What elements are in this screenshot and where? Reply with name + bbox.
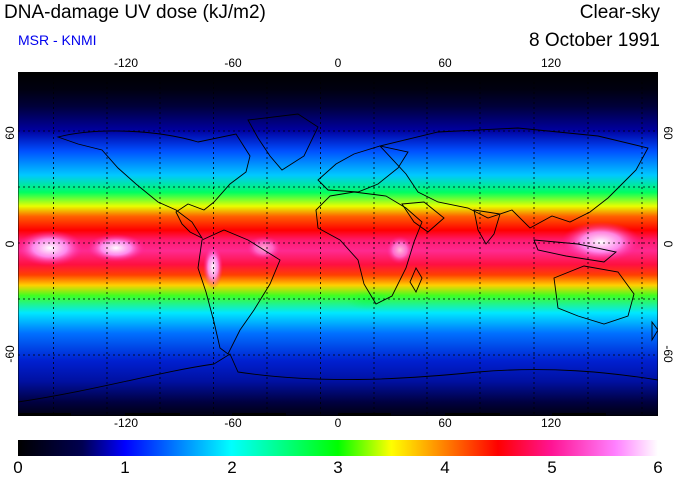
colorbar-gradient xyxy=(18,440,658,456)
top-lon-label: 120 xyxy=(540,56,562,70)
map-title: DNA-damage UV dose (kJ/m2) xyxy=(4,2,266,23)
coastline-indonesia xyxy=(533,239,618,263)
right-lat-label: -60 xyxy=(661,345,675,363)
coastline-africa xyxy=(315,191,423,305)
colorbar xyxy=(18,440,658,456)
hotspot-andes xyxy=(203,245,223,289)
colorbar-label: 1 xyxy=(120,458,130,477)
date-label: 8 October 1991 xyxy=(529,30,660,51)
graticule xyxy=(18,72,658,416)
right-lat-label: 60 xyxy=(661,126,675,140)
map-frame xyxy=(18,72,658,416)
southern-africa-shading xyxy=(346,290,390,310)
coastline-madagascar xyxy=(409,267,423,293)
bottom-lon-label: -60 xyxy=(224,416,242,430)
bottom-lon-label: 60 xyxy=(438,416,452,430)
colorbar-label: 4 xyxy=(440,458,450,477)
bottom-lon-label: -120 xyxy=(113,416,139,430)
credit-label: MSR - KNMI xyxy=(18,32,97,48)
top-lon-label: 60 xyxy=(438,56,452,70)
left-lat-label: 0 xyxy=(3,240,17,248)
coastlines xyxy=(18,113,658,403)
colorbar-label: 2 xyxy=(227,458,237,477)
hotspot-east-pacific xyxy=(18,230,84,266)
top-lon-label: -60 xyxy=(224,56,242,70)
coastline-south-america xyxy=(197,229,281,355)
coastline-antarctica xyxy=(18,353,658,403)
colorbar-label: 0 xyxy=(13,458,23,477)
left-lat-label: -60 xyxy=(3,345,17,363)
right-lat-label: 0 xyxy=(661,240,675,248)
coastline-india xyxy=(473,209,501,245)
left-lat-label: 60 xyxy=(3,126,17,140)
hotspot-brazil xyxy=(246,236,282,260)
hotspot-east-africa xyxy=(386,236,414,264)
bottom-lon-label: 120 xyxy=(540,416,562,430)
sky-condition-label: Clear-sky xyxy=(579,2,660,23)
coastline-europe xyxy=(317,145,409,193)
coastline-arabia xyxy=(401,201,445,233)
coastline-new-zealand xyxy=(651,320,658,342)
colorbar-label: 6 xyxy=(653,458,663,477)
colorbar-label: 5 xyxy=(547,458,557,477)
coastline-asia xyxy=(379,127,649,229)
uv-dose-map xyxy=(18,72,658,416)
coastline-greenland xyxy=(247,113,319,171)
top-lon-label: -120 xyxy=(113,56,139,70)
hotspot-west-pacific xyxy=(561,222,641,262)
top-lon-label: 0 xyxy=(334,56,342,70)
bottom-lon-label: 0 xyxy=(334,416,342,430)
colorbar-label: 3 xyxy=(333,458,343,477)
hotspot-central-pacific xyxy=(86,234,146,262)
coastline-australia xyxy=(553,265,635,325)
